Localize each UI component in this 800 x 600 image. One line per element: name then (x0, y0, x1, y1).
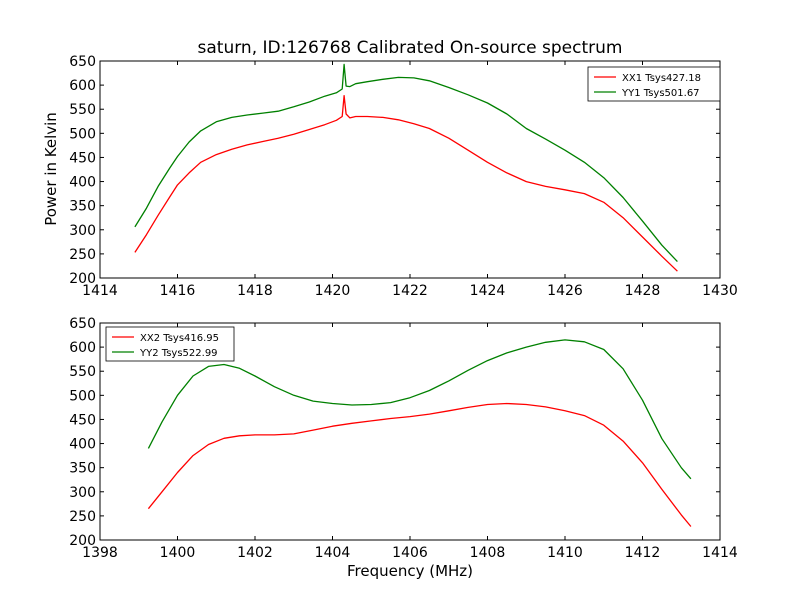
x-axis-label: Frequency (MHz) (347, 562, 473, 580)
x-tick-label: 1428 (625, 283, 661, 299)
y-tick-label: 200 (69, 533, 96, 549)
series-line-yy1 (134, 63, 678, 263)
y-tick-label: 650 (69, 54, 96, 70)
x-tick-label: 1412 (625, 545, 661, 561)
y-axis-label-top: Power in Kelvin (42, 112, 60, 226)
top-spectrum-chart: 1414 1416 1418 1420 1422 1424 1426 1428 1430 200 2… (69, 54, 738, 299)
y-tick-label: 350 (69, 461, 96, 477)
series-line-xx1 (134, 95, 678, 272)
x-tick-label: 1424 (470, 283, 506, 299)
series-line-yy2 (147, 339, 692, 480)
x-tick-label: 1418 (237, 283, 273, 299)
series-line-xx2 (147, 402, 692, 527)
y-tick-label: 350 (69, 199, 96, 215)
legend-label: XX1 Tsys427.18 (622, 73, 701, 84)
y-tick-label: 300 (69, 223, 96, 239)
legend-label: XX2 Tsys416.95 (140, 333, 219, 344)
y-tick-label: 200 (69, 271, 96, 287)
y-tick-label: 450 (69, 150, 96, 166)
bottom-spectrum-chart: 1398 1400 1402 1404 1406 1408 1410 1412 1414 200 2… (69, 316, 738, 561)
x-tick-label: 1414 (702, 545, 738, 561)
y-tick-label: 550 (69, 102, 96, 118)
x-tick-label: 1402 (237, 545, 273, 561)
y-tick-label: 400 (69, 175, 96, 191)
x-tick-label: 1400 (160, 545, 196, 561)
y-tick-label: 500 (69, 126, 96, 142)
x-tick-label: 1420 (315, 283, 351, 299)
x-tick-label: 1410 (547, 545, 583, 561)
y-tick-label: 650 (69, 316, 96, 332)
y-tick-label: 600 (69, 78, 96, 94)
y-tick-label: 250 (69, 509, 96, 525)
x-tick-label: 1398 (82, 545, 118, 561)
y-tick-label: 450 (69, 412, 96, 428)
x-tick-label: 1404 (315, 545, 351, 561)
y-tick-label: 600 (69, 340, 96, 356)
figure-title: saturn, ID:126768 Calibrated On-source s… (198, 38, 623, 58)
x-tick-label: 1406 (392, 545, 428, 561)
x-tick-label: 1426 (547, 283, 583, 299)
legend-label: YY2 Tsys522.99 (139, 348, 218, 359)
y-tick-label: 550 (69, 364, 96, 380)
legend-box (587, 66, 721, 102)
x-tick-label: 1422 (392, 283, 428, 299)
y-tick-label: 300 (69, 485, 96, 501)
y-tick-label: 400 (69, 437, 96, 453)
y-tick-label: 500 (69, 388, 96, 404)
y-tick-label: 250 (69, 247, 96, 263)
legend-label: YY1 Tsys501.67 (621, 88, 700, 99)
x-tick-label: 1414 (82, 283, 118, 299)
legend-box (105, 326, 235, 362)
x-tick-label: 1408 (470, 545, 506, 561)
x-tick-label: 1430 (702, 283, 738, 299)
x-tick-label: 1416 (160, 283, 196, 299)
